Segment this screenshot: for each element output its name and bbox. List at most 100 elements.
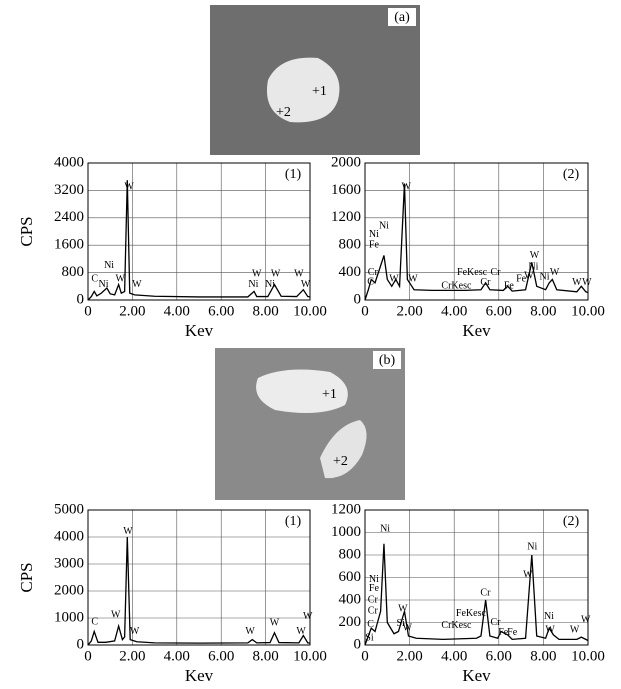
y-tick-label: 0 (77, 636, 85, 652)
panel-label: (1) (285, 167, 302, 182)
x-tick-label: 4.00 (164, 648, 190, 664)
x-tick-label: 0 (361, 648, 369, 664)
x-tick-label: 2.00 (396, 303, 422, 319)
x-tick-label: 8.00 (252, 648, 278, 664)
x-tick-label: 10.00 (293, 648, 327, 664)
peak-label: W (408, 274, 418, 285)
plot-frame (87, 162, 311, 301)
spectrum-line (364, 183, 589, 301)
y-tick-label: 800 (339, 546, 362, 562)
peak-label: W (270, 618, 280, 629)
peak-label: W (124, 181, 134, 192)
peak-label: W (111, 610, 121, 621)
peak-label: Ni (248, 279, 258, 290)
peak-label: W (545, 625, 555, 636)
peak-label: W (115, 274, 125, 285)
panel-label: (2) (563, 514, 580, 529)
peak-label: FeKesc (457, 267, 488, 278)
y-tick-label: 2400 (54, 209, 84, 225)
peak-label: Fe (504, 281, 515, 292)
panel-label-box (558, 165, 584, 183)
x-tick-label: 2.00 (396, 648, 422, 664)
x-tick-label: 4.00 (441, 648, 467, 664)
y-tick-label: 0 (354, 636, 362, 652)
peak-label: Cr (368, 594, 379, 605)
x-tick-label: 0 (84, 303, 92, 319)
point-label: +1 (322, 387, 337, 402)
spectrum-line (364, 543, 589, 646)
x-tick-label: 4.00 (164, 303, 190, 319)
peak-label: W (123, 526, 133, 537)
x-tick-label: 8.00 (530, 303, 556, 319)
peak-label: W (572, 277, 582, 288)
x-tick-label: 6.00 (208, 303, 234, 319)
plot-frame (364, 162, 589, 301)
x-axis-label: Kev (462, 666, 491, 685)
peak-label: Ni (528, 261, 538, 272)
particle (266, 57, 340, 123)
image-label: (a) (394, 10, 410, 25)
y-tick-label: 1200 (331, 501, 361, 517)
peak-label: Si (365, 633, 374, 644)
peak-label: CrKesc (441, 281, 472, 292)
y-tick-label: 3200 (54, 182, 84, 198)
peak-label: C (367, 276, 374, 287)
sem-image-a: (a) +1 +2 (210, 5, 420, 155)
y-tick-label: 2000 (54, 582, 84, 598)
y-tick-label: 4000 (54, 528, 84, 544)
y-tick-label: 0 (77, 291, 85, 307)
x-tick-label: 2.00 (119, 648, 145, 664)
x-tick-label: 8.00 (252, 303, 278, 319)
peak-label: W (301, 279, 311, 290)
peak-label: Ni (99, 279, 109, 290)
y-tick-label: 600 (339, 569, 362, 585)
y-tick-label: 1200 (331, 209, 361, 225)
y-tick-label: 1000 (54, 609, 84, 625)
x-tick-label: 0 (361, 303, 369, 319)
x-tick-label: 10.00 (571, 303, 605, 319)
x-tick-label: 6.00 (208, 648, 234, 664)
y-tick-label: 800 (62, 264, 85, 280)
y-tick-label: 800 (339, 237, 362, 253)
peak-label: W (402, 181, 412, 192)
point-label: +2 (276, 105, 291, 120)
y-tick-label: 4000 (54, 154, 84, 170)
peak-label: Ni (104, 260, 114, 271)
peak-label: Fe (516, 274, 527, 285)
panel-label-box (558, 512, 584, 530)
peak-label: W (403, 622, 413, 633)
peak-label: W (398, 603, 408, 614)
peak-label: W (530, 250, 540, 261)
x-tick-label: 10.00 (571, 648, 605, 664)
y-tick-label: 2000 (331, 154, 361, 170)
image-label: (b) (379, 353, 396, 368)
peak-label: Ni (540, 272, 550, 283)
peak-label: Cr (368, 606, 379, 617)
x-axis-label: Kev (185, 321, 214, 340)
spectrum-line (87, 180, 311, 301)
peak-label: Ni (544, 611, 554, 622)
peak-label: Cr (490, 617, 501, 628)
peak-label: CrKesc (441, 620, 472, 631)
peak-label: Fe (369, 583, 380, 594)
y-tick-label: 3000 (54, 555, 84, 571)
peak-label: W (130, 626, 140, 637)
y-tick-label: 400 (339, 264, 362, 280)
y-tick-label: 200 (339, 614, 362, 630)
peak-label: Ni (380, 523, 390, 534)
point-label: +2 (333, 454, 348, 469)
label-box (373, 351, 401, 369)
x-tick-label: 2.00 (119, 303, 145, 319)
x-tick-label: 6.00 (486, 648, 512, 664)
peak-label: W (570, 625, 580, 636)
panel-label: (1) (285, 514, 302, 529)
y-tick-label: 5000 (54, 501, 84, 517)
peak-label: W (582, 277, 592, 288)
peak-label: Ni (369, 229, 379, 240)
x-axis-label: Kev (185, 666, 214, 685)
peak-label: W (524, 270, 534, 281)
peak-label: W (271, 269, 281, 280)
peak-label: Si (397, 618, 406, 629)
point-label: +1 (312, 84, 327, 99)
